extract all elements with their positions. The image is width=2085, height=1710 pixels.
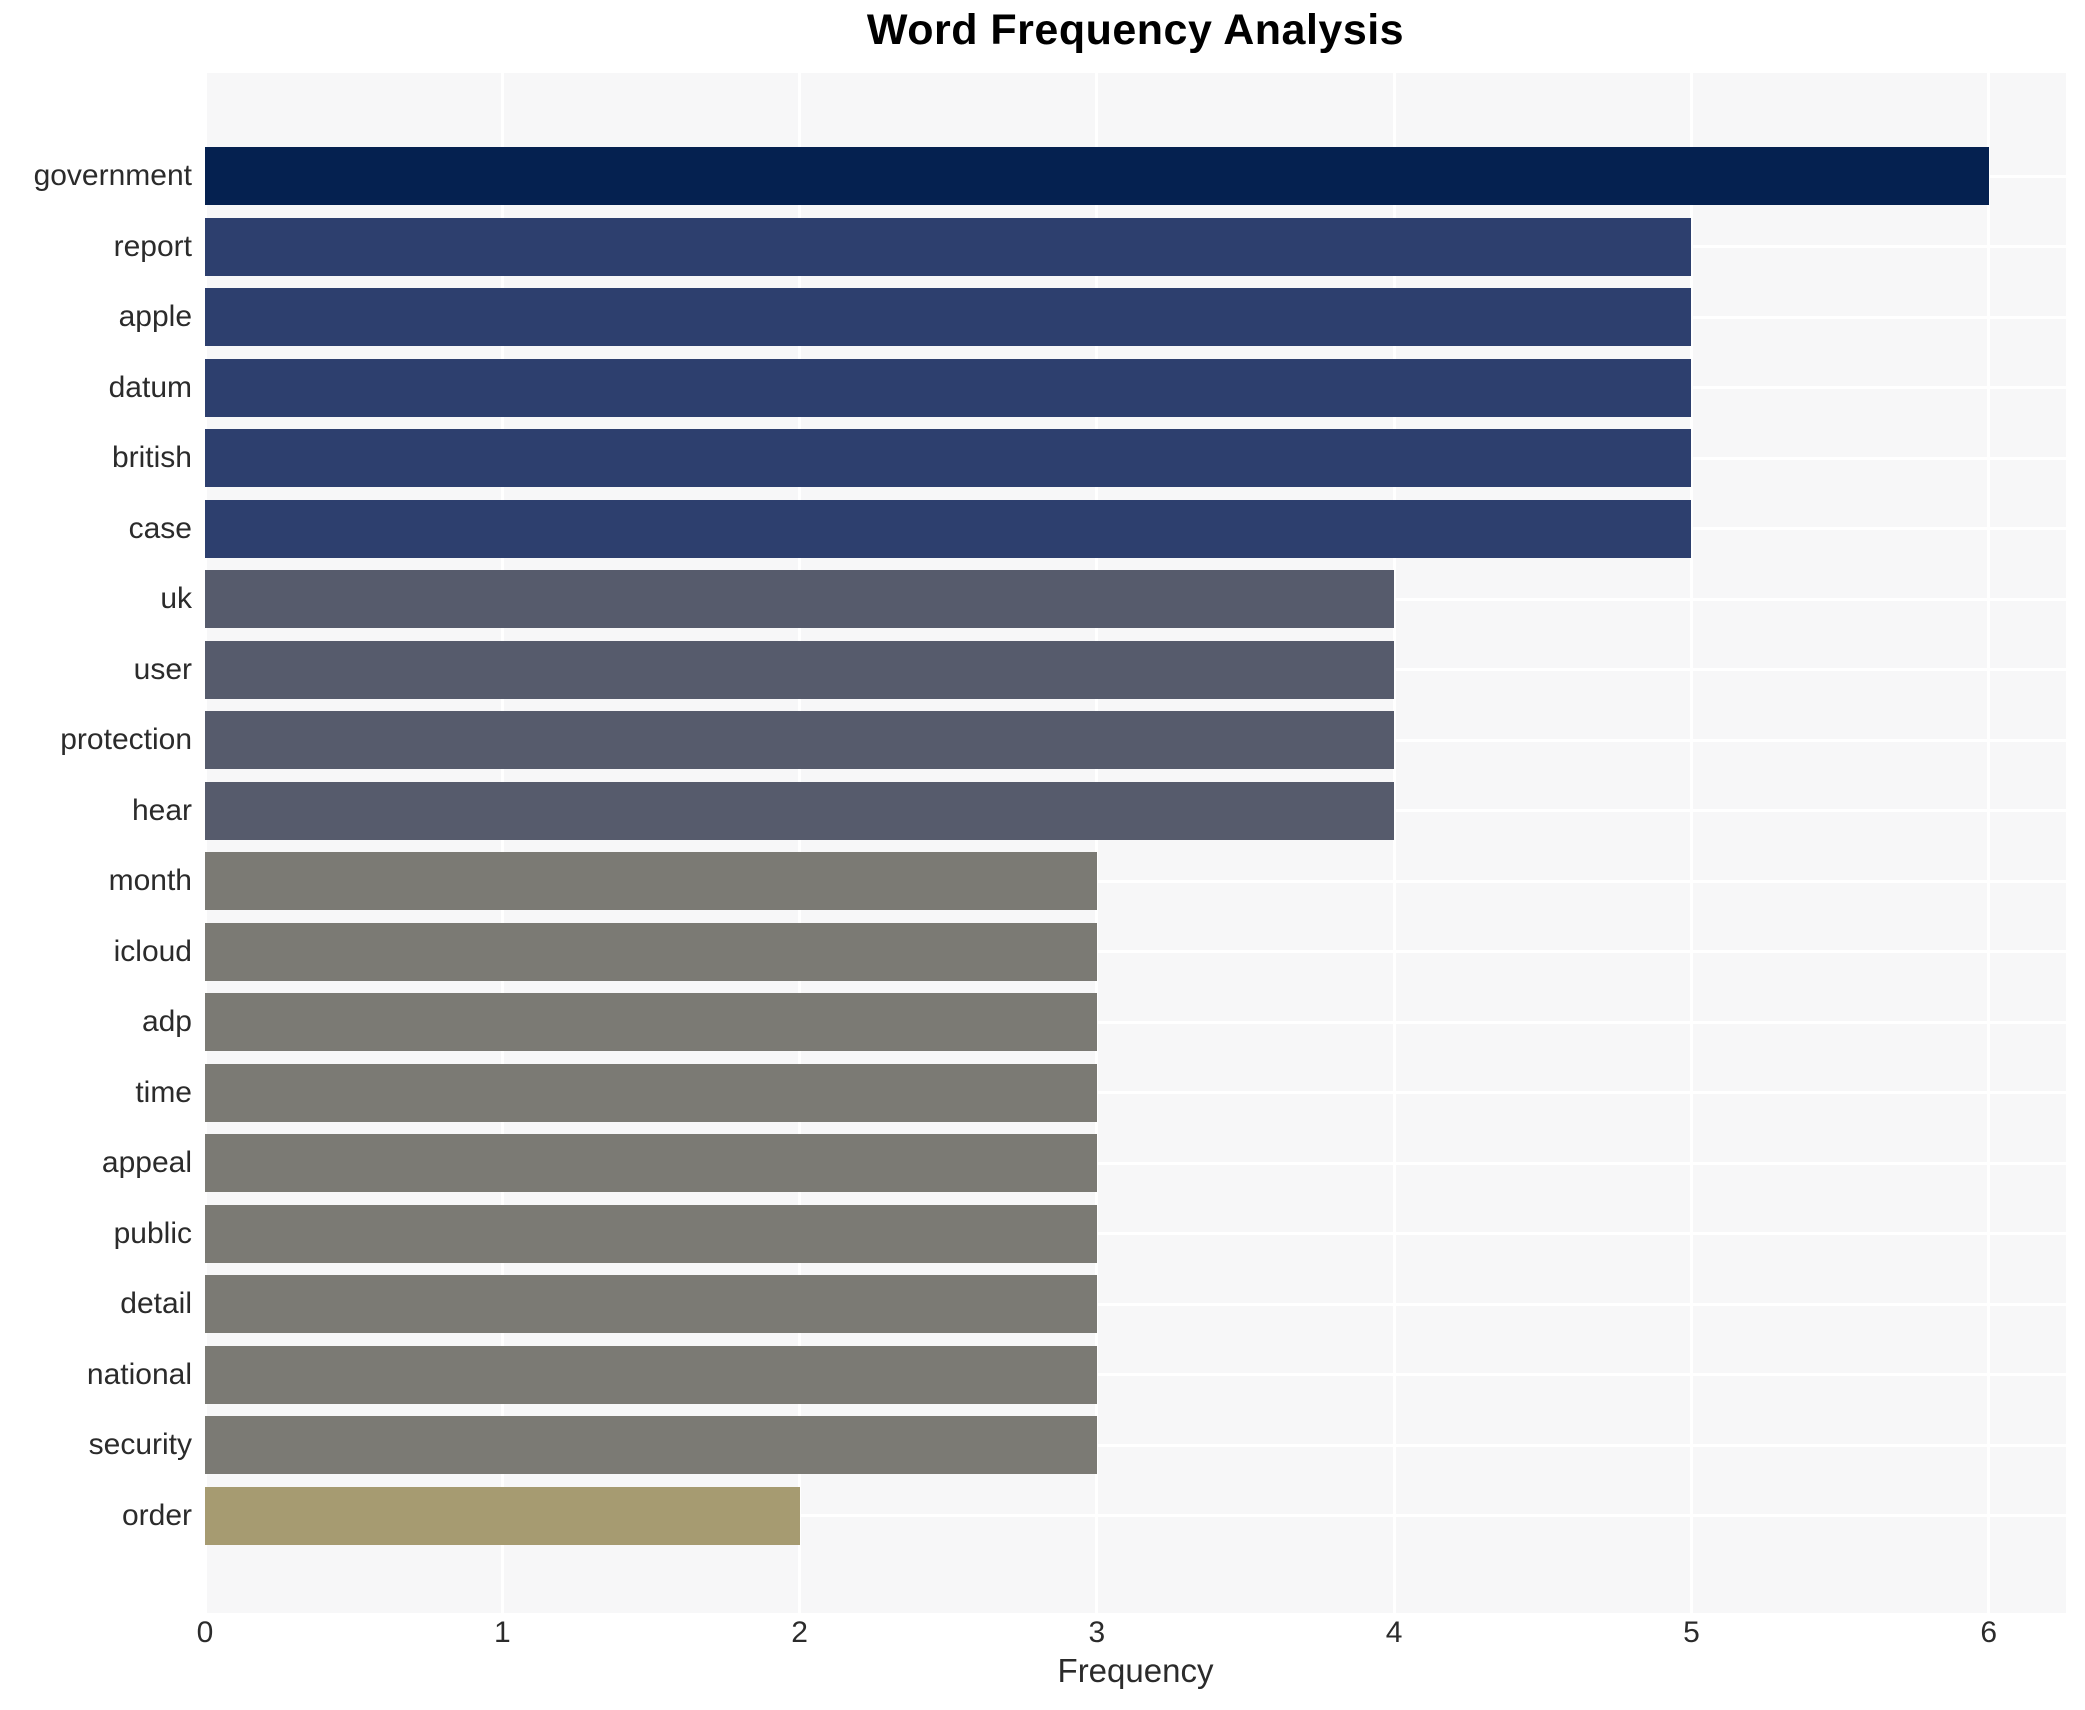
vertical-gridline [500, 73, 504, 1613]
horizontal-gridline [205, 1443, 2066, 1447]
horizontal-gridline [205, 1514, 2066, 1518]
horizontal-gridline [205, 1232, 2066, 1236]
category-label: security [88, 1428, 192, 1462]
category-label: detail [120, 1287, 192, 1321]
category-label: hear [131, 793, 192, 827]
bar-row: adp [142, 987, 2066, 1058]
vertical-gridline [1095, 73, 1099, 1613]
bar-row: user [134, 635, 2066, 706]
bar-row: public [114, 1199, 2066, 1270]
category-label: icloud [113, 934, 192, 968]
vertical-gridline [203, 73, 207, 1613]
frequency-bar [205, 499, 1692, 558]
horizontal-gridline [205, 1091, 2066, 1095]
bar-row: detail [120, 1269, 2066, 1340]
bar-row: time [135, 1058, 2066, 1129]
frequency-bar [205, 288, 1692, 346]
x-tick-label: 2 [791, 1616, 808, 1649]
bar-row: apple [119, 282, 2066, 353]
horizontal-gridline [205, 1302, 2066, 1306]
frequency-bar [205, 217, 1692, 276]
category-label: appeal [101, 1146, 192, 1180]
vertical-gridline [1689, 73, 1693, 1613]
category-label: order [121, 1498, 192, 1532]
category-label: public [113, 1216, 192, 1250]
horizontal-gridline [205, 879, 2066, 883]
frequency-bar [205, 1204, 1097, 1263]
bar-row: government [34, 141, 2066, 212]
category-label: user [133, 652, 192, 686]
vertical-gridline [1392, 73, 1396, 1613]
x-axis-label: Frequency [1057, 1652, 1214, 1689]
bar-row: uk [160, 564, 2066, 635]
frequency-bar [205, 1486, 800, 1545]
bars-layer: government report apple datum british case uk u… [34, 73, 2066, 1613]
category-label: adp [141, 1005, 192, 1039]
frequency-bar [205, 147, 1989, 205]
bar-row: report [114, 212, 2066, 283]
frequency-bar [205, 1416, 1097, 1474]
x-tick-label: 3 [1088, 1616, 1106, 1649]
x-tick-label: 6 [1980, 1616, 1998, 1649]
bar-row: order [122, 1481, 2066, 1552]
vertical-gridline [1987, 73, 1991, 1613]
chart-title: Word Frequency Analysis [866, 6, 1405, 54]
x-axis-ticks: 0 1 2 3 4 5 6 [197, 1613, 2066, 1653]
frequency-bar [205, 993, 1097, 1051]
frequency-bar [205, 640, 1395, 699]
bar-row: datum [109, 353, 2066, 424]
category-label: protection [60, 723, 192, 757]
horizontal-gridline [205, 1373, 2066, 1377]
bar-row: national [87, 1340, 2066, 1411]
frequency-bar [205, 1345, 1097, 1404]
frequency-bar [205, 922, 1097, 981]
category-label: uk [160, 582, 192, 616]
x-tick-label: 5 [1683, 1616, 1700, 1649]
frequency-bar [205, 711, 1395, 769]
category-label: time [135, 1075, 192, 1109]
bar-row: british [112, 423, 2066, 494]
horizontal-gridline [205, 1020, 2066, 1024]
x-tick-label: 0 [196, 1616, 214, 1649]
plot-area: government report apple datum british case uk u… [34, 73, 2066, 1613]
horizontal-gridline [205, 950, 2066, 954]
frequency-bar [205, 852, 1097, 910]
category-label: datum [108, 370, 192, 404]
frequency-bar [205, 1134, 1097, 1192]
category-label: british [111, 441, 192, 475]
category-label: national [86, 1357, 192, 1391]
category-label: case [128, 511, 192, 545]
frequency-bar [205, 1063, 1097, 1122]
bar-row: appeal [102, 1128, 2066, 1199]
frequency-bar [205, 781, 1395, 840]
frequency-bar [205, 1275, 1097, 1333]
frequency-bar [205, 358, 1692, 417]
bar-row: security [89, 1410, 2066, 1481]
bar-row: case [129, 494, 2066, 565]
horizontal-gridline [205, 1161, 2066, 1165]
x-tick-label: 1 [493, 1616, 511, 1649]
frequency-bar [205, 429, 1692, 487]
bar-row: month [109, 846, 2066, 917]
category-label: month [108, 864, 192, 898]
frequency-bar [205, 570, 1395, 628]
bar-row: hear [132, 776, 2066, 847]
bar-row: protection [60, 705, 2066, 776]
bar-row: icloud [114, 917, 2066, 988]
category-label: report [113, 229, 192, 263]
x-tick-label: 4 [1385, 1616, 1403, 1649]
category-label: apple [118, 300, 192, 334]
vertical-gridline [798, 73, 802, 1613]
category-label: government [33, 159, 192, 193]
